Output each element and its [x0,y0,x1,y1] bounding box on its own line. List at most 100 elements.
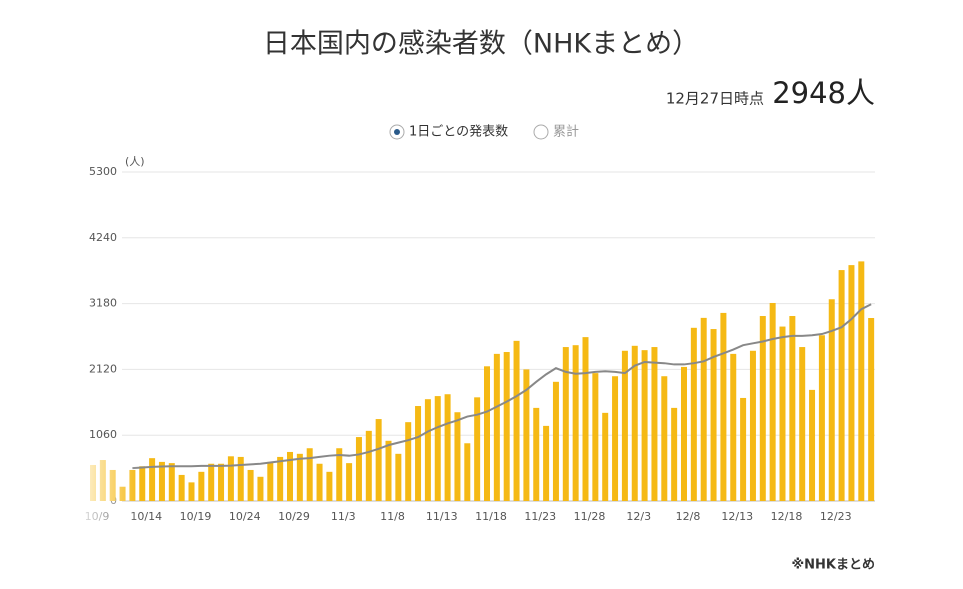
bar [799,347,806,501]
bar [474,397,481,501]
bar [395,453,402,501]
bar [572,345,579,501]
bar [513,340,520,501]
x-tick-label: 12/18 [771,510,803,523]
bar [454,412,461,501]
bar [552,381,559,501]
bar [415,406,422,501]
x-tick-label: 10/19 [180,510,212,523]
bar [247,469,254,501]
x-tick-label: 12/8 [676,510,701,523]
y-tick-label: 1060 [89,428,117,441]
source: ※NHKまとめ [792,558,875,573]
toggle-label: 1日ごとの発表数 [409,124,508,140]
bar [730,353,737,501]
bar [838,270,845,501]
bar [178,474,185,501]
bar [306,448,313,501]
bar [326,471,333,501]
bar [543,425,550,501]
bar [848,265,855,501]
bar [218,463,225,501]
x-tick-label: 11/3 [331,510,356,523]
bar [710,329,717,501]
bar [858,261,865,501]
bar [868,318,875,501]
bar [641,350,648,501]
bar [828,299,835,501]
radio[interactable] [533,124,549,140]
bar [375,419,382,501]
toggle-daily[interactable]: 1日ごとの発表数 [389,124,508,140]
bar [355,437,362,501]
x-tick-label: 10/24 [229,510,261,523]
bar [296,453,303,501]
bar [198,471,205,501]
bar [257,476,264,501]
bar [690,327,697,501]
bar [267,461,274,501]
x-tick-label: 11/18 [475,510,507,523]
bar [277,456,284,501]
bar [720,312,727,501]
bar [740,397,747,501]
bar [562,347,569,501]
bar [809,389,816,501]
bar [789,316,796,501]
x-tick-label: 10/29 [278,510,310,523]
headline: 2948人 [772,76,875,110]
bar [346,463,353,501]
bar [385,440,392,501]
chart-title: 日本国内の感染者数（NHKまとめ） [263,29,699,60]
toggle-total[interactable]: 累計 [533,124,579,140]
bar [484,366,490,501]
average-line [132,303,872,470]
bar [631,345,638,501]
bar [168,463,175,501]
scroll-fade [80,450,140,530]
x-tick-label: 12/3 [626,510,651,523]
bar [424,399,431,501]
bar [818,335,825,501]
y-tick-label: 5300 [89,165,117,178]
bar [503,352,510,501]
bar [444,394,451,501]
bar [365,430,372,501]
bar [316,463,323,501]
bar [158,461,165,501]
bar [592,373,599,501]
y-tick-label: 2120 [89,362,117,375]
bar [759,316,766,501]
bar [700,317,707,501]
bar [464,443,471,501]
bar [434,396,441,501]
bar [493,353,500,501]
bar [533,407,540,501]
bar [671,407,678,501]
bar [661,376,668,501]
y-tick-label: 3180 [89,297,117,310]
toggle-label: 累計 [553,124,579,140]
y-axis-label: (人) [125,155,145,168]
bar [769,302,776,501]
x-tick-label: 11/23 [524,510,556,523]
bar [612,376,619,501]
x-tick-label: 11/8 [380,510,405,523]
as-of: 12月27日時点 [666,90,764,108]
bar [405,422,412,501]
x-tick-label: 11/28 [574,510,606,523]
bar [149,458,156,501]
bar [621,350,628,501]
bar [139,466,146,501]
bar [227,456,234,501]
bar [237,456,244,501]
bar [208,463,215,501]
y-tick-label: 4240 [89,231,117,244]
bar [336,448,343,501]
bar [582,337,589,501]
bar [188,482,195,501]
x-tick-label: 11/13 [426,510,458,523]
x-tick-label: 12/13 [721,510,753,523]
bar [779,326,786,501]
bar [749,350,756,501]
